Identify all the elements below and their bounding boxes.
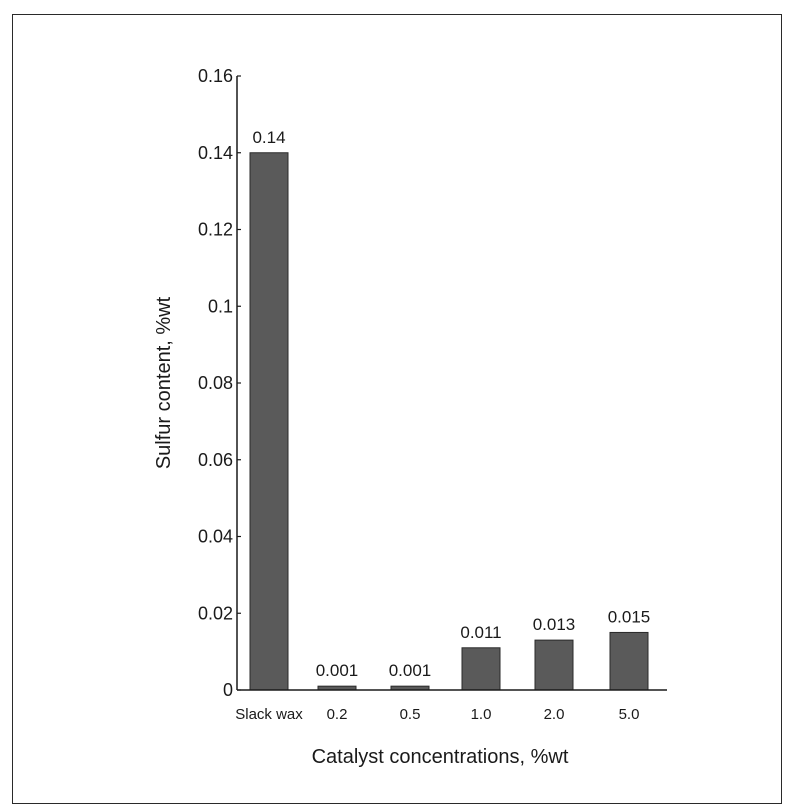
- y-tick-label: 0.14: [198, 143, 233, 163]
- data-label: 0.001: [389, 661, 432, 680]
- x-tick-label: 5.0: [619, 706, 640, 723]
- bars-layer: [249, 152, 649, 691]
- x-axis-title: Catalyst concentrations, %wt: [312, 746, 569, 768]
- data-label: 0.011: [460, 623, 501, 642]
- x-tick-labels: Slack wax 0.2 0.5 1.0 2.0 5.0: [235, 706, 639, 723]
- x-tick-label: Slack wax: [235, 706, 303, 723]
- y-tick-label: 0: [223, 680, 233, 700]
- x-tick-label: 0.5: [400, 706, 421, 723]
- x-tick-label: 0.2: [327, 706, 348, 723]
- data-label: 0.14: [252, 128, 285, 147]
- y-tick-label: 0.12: [198, 220, 233, 240]
- y-tick-label: 0.16: [198, 66, 233, 86]
- bar-3: [461, 647, 501, 691]
- y-tick-label: 0.02: [198, 603, 233, 623]
- y-axis-title: Sulfur content, %wt: [153, 296, 175, 469]
- figure-frame: [12, 14, 782, 804]
- data-label: 0.001: [316, 661, 359, 680]
- bar-0: [249, 152, 289, 691]
- y-ticks: 0 0.02 0.04 0.06 0.08 0.1 0.12 0.14 0.16: [198, 66, 241, 700]
- x-tick-label: 1.0: [471, 706, 492, 723]
- y-tick-label: 0.04: [198, 527, 233, 547]
- bar-5: [609, 631, 649, 691]
- y-tick-label: 0.08: [198, 373, 233, 393]
- y-tick-label: 0.1: [208, 296, 233, 316]
- data-label: 0.015: [608, 607, 651, 626]
- data-labels: 0.14 0.001 0.001 0.011 0.013 0.015: [252, 128, 650, 680]
- x-tick-label: 2.0: [544, 706, 565, 723]
- bar-4: [534, 639, 574, 691]
- y-tick-label: 0.06: [198, 450, 233, 470]
- data-label: 0.013: [533, 615, 576, 634]
